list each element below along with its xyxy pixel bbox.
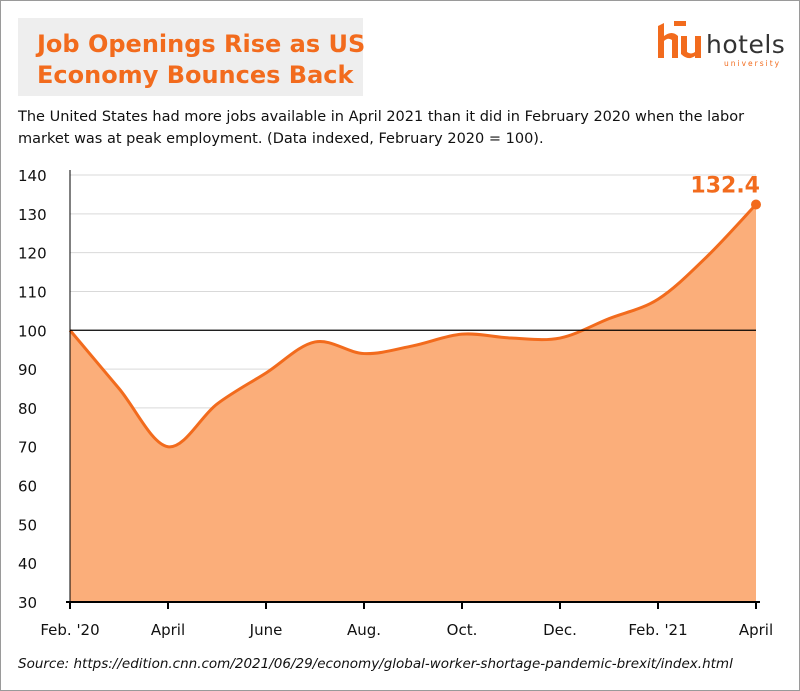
y-tick-label: 50 xyxy=(18,516,37,534)
y-tick-label: 110 xyxy=(18,283,47,301)
x-tick-label: Oct. xyxy=(447,621,478,639)
y-tick-label: 40 xyxy=(18,555,37,573)
x-tick-label: Dec. xyxy=(543,621,577,639)
y-tick-label: 130 xyxy=(18,206,47,224)
area-fill xyxy=(70,204,756,602)
y-tick-label: 140 xyxy=(18,167,47,185)
x-tick-label: April xyxy=(739,621,773,639)
end-point-marker xyxy=(751,199,761,210)
logo-wordmark: hotels xyxy=(706,30,786,59)
end-value-label: 132.4 xyxy=(690,174,760,199)
series-line xyxy=(68,203,758,449)
title-box: Job Openings Rise as US Economy Bounces … xyxy=(18,18,366,96)
chart-title-line-1: Job Openings Rise as US xyxy=(37,30,366,58)
hotels-university-logo: hotels university xyxy=(654,18,786,68)
y-tick-label: 30 xyxy=(18,594,37,612)
x-tick-label: Feb. '20 xyxy=(40,621,99,639)
y-tick-label: 120 xyxy=(18,245,47,263)
chart-subtitle: The United States had more jobs availabl… xyxy=(18,109,745,147)
hu-monogram-icon xyxy=(658,21,701,59)
x-tick-label: Aug. xyxy=(347,621,381,639)
y-tick-label: 100 xyxy=(18,322,47,340)
source-note: Source: https://edition.cnn.com/2021/06/… xyxy=(18,656,733,672)
y-tick-label: 60 xyxy=(18,478,37,496)
x-tick-label: June xyxy=(249,621,283,639)
chart-title-line-2: Economy Bounces Back xyxy=(37,61,354,89)
x-tick-label: Feb. '21 xyxy=(628,621,687,639)
y-tick-label: 70 xyxy=(18,439,37,457)
x-tick-label: April xyxy=(151,621,185,639)
y-tick-label: 80 xyxy=(18,400,37,418)
logo-subtext: university xyxy=(724,59,782,68)
y-tick-label: 90 xyxy=(18,361,37,379)
